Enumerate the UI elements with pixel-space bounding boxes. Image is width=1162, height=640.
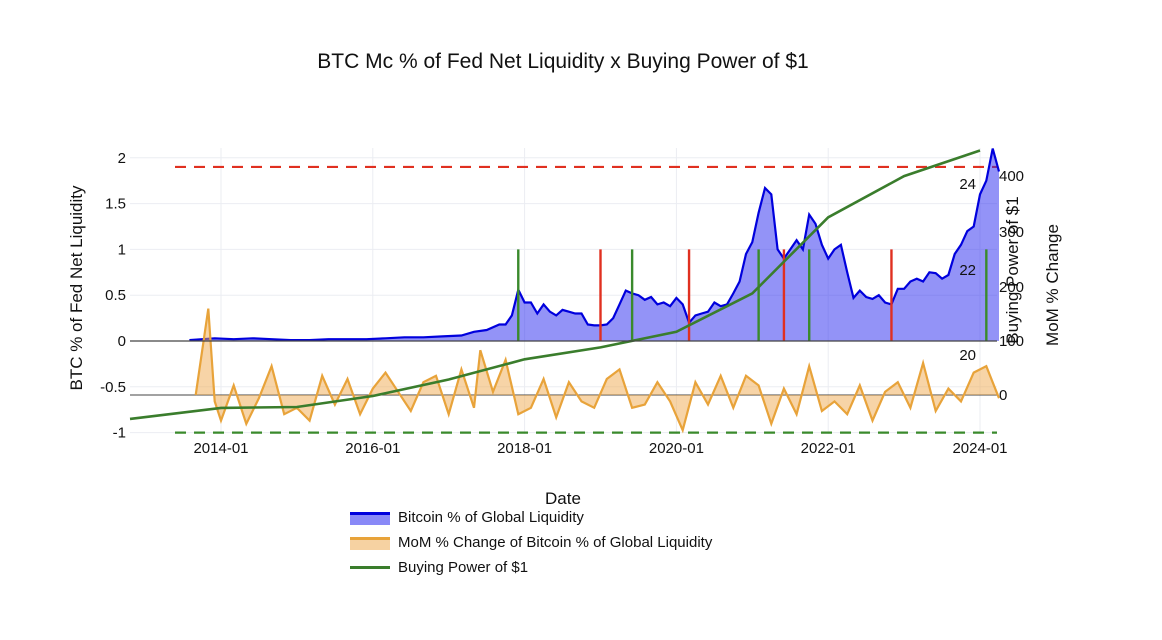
- mom-line: [194, 308, 1001, 434]
- y-axis-label: BTC % of Fed Net Liquidity: [67, 185, 86, 391]
- x-tick-label: 2020-01: [649, 440, 704, 457]
- x-tick-label: 2024-01: [952, 440, 1007, 457]
- legend-label-mom: MoM % Change of Bitcoin % of Global Liqu…: [398, 534, 713, 551]
- y3-tick-label: 24: [959, 176, 976, 193]
- y-tick-label: -1: [113, 425, 126, 442]
- y-tick-label: -0.5: [100, 379, 126, 396]
- legend: Bitcoin % of Global Liquidity MoM % Chan…: [350, 505, 712, 580]
- y-tick-label: 0.5: [105, 287, 126, 304]
- y2-tick-label: 300: [999, 224, 1024, 241]
- legend-label-bp: Buying Power of $1: [398, 559, 529, 576]
- buying-power-line: [129, 149, 981, 421]
- y2-tick-label: 100: [999, 333, 1024, 350]
- y3-tick-label: 22: [959, 262, 976, 279]
- y2-axis-label: Buying Power of $1: [1003, 196, 1022, 343]
- legend-item-btc[interactable]: Bitcoin % of Global Liquidity: [350, 505, 712, 530]
- legend-swatch-bp: [350, 566, 390, 569]
- legend-item-bp[interactable]: Buying Power of $1: [350, 555, 712, 580]
- y3-axis-label: MoM % Change: [1043, 224, 1062, 346]
- legend-swatch-mom: [350, 537, 390, 550]
- y-tick-label: 1.5: [105, 196, 126, 213]
- x-axis-label: Date: [545, 489, 581, 508]
- y-tick-label: 1: [118, 241, 126, 258]
- y-tick-label: 2: [118, 150, 126, 167]
- legend-label-btc: Bitcoin % of Global Liquidity: [398, 509, 584, 526]
- btc-line: [189, 148, 1001, 342]
- mom-area-fill: [195, 308, 999, 431]
- y2-tick-label: 400: [999, 168, 1024, 185]
- chart-title: BTC Mc % of Fed Net Liquidity x Buying P…: [317, 50, 808, 73]
- legend-swatch-btc: [350, 512, 390, 525]
- event-markers: [517, 249, 988, 341]
- y-tick-label: 0: [118, 333, 126, 350]
- legend-item-mom[interactable]: MoM % Change of Bitcoin % of Global Liqu…: [350, 530, 712, 555]
- btc-area-series: [189, 148, 1001, 342]
- y3-tick-label: 0: [999, 387, 1007, 404]
- grid-lines: [130, 148, 997, 434]
- x-tick-label: 2022-01: [801, 440, 856, 457]
- btc-area-fill: [189, 148, 999, 341]
- mom-area-series: [130, 308, 1001, 434]
- y2-tick-label: 200: [999, 279, 1024, 296]
- buying-power-series: [129, 149, 981, 421]
- reference-lines: [175, 165, 997, 434]
- x-tick-label: 2014-01: [193, 440, 248, 457]
- y3-tick-label: 20: [959, 347, 976, 364]
- x-tick-label: 2018-01: [497, 440, 552, 457]
- x-tick-label: 2016-01: [345, 440, 400, 457]
